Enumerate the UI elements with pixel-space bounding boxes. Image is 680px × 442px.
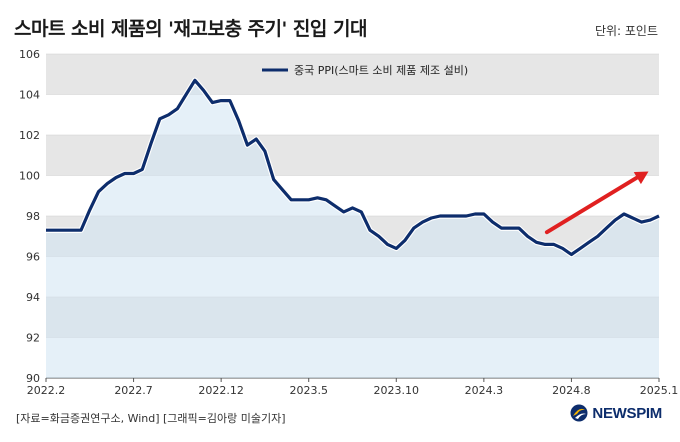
legend: 중국 PPI(스마트 소비 제품 제조 설비) — [262, 64, 468, 77]
source-note: [자료=화금증권연구소, Wind] [그래픽=김아랑 미술기자] — [16, 412, 286, 425]
legend-label: 중국 PPI(스마트 소비 제품 제조 설비) — [294, 64, 468, 77]
y-tick-label: 96 — [26, 251, 40, 264]
band — [46, 54, 659, 95]
y-tick-label: 92 — [26, 332, 40, 345]
x-tick-label: 2022.2 — [27, 384, 66, 397]
y-tick-label: 98 — [26, 210, 40, 223]
y-tick-label: 106 — [19, 48, 40, 61]
logo-text: NEWSPIM — [592, 404, 662, 422]
trend-arrow — [544, 171, 649, 235]
y-tick-label: 102 — [19, 129, 40, 142]
x-tick-label: 2024.8 — [552, 384, 591, 397]
x-tick-label: 2022.12 — [198, 384, 244, 397]
x-tick-label: 2025.1 — [640, 384, 679, 397]
series-area — [46, 80, 659, 379]
series-line — [46, 77, 661, 258]
y-tick-label: 90 — [26, 372, 40, 385]
y-tick-label: 100 — [19, 170, 40, 183]
x-tick-label: 2023.10 — [374, 384, 420, 397]
series-area-fill — [46, 80, 659, 379]
chart-title: 스마트 소비 제품의 '재고보충 주기' 진입 기대 — [14, 18, 367, 40]
y-axis-ticks: 90 92 94 96 98 100 102 104 106 — [19, 48, 40, 385]
series-line-path — [46, 78, 660, 257]
x-tick-label: 2023.5 — [289, 384, 328, 397]
arrow-head — [633, 171, 649, 185]
x-tick-label: 2024.3 — [465, 384, 504, 397]
y-tick-label: 94 — [26, 291, 40, 304]
arrow-shaft — [544, 173, 643, 235]
logo-icon — [570, 404, 588, 422]
newspim-logo: NEWSPIM — [570, 404, 662, 422]
x-axis-ticks: 2022.2 2022.7 2022.12 2023.5 2023.10 2024.3 20… — [27, 378, 679, 397]
band — [46, 94, 659, 135]
unit-label: 단위: 포인트 — [594, 24, 658, 38]
x-tick-label: 2022.7 — [114, 384, 153, 397]
y-tick-label: 104 — [19, 89, 40, 102]
